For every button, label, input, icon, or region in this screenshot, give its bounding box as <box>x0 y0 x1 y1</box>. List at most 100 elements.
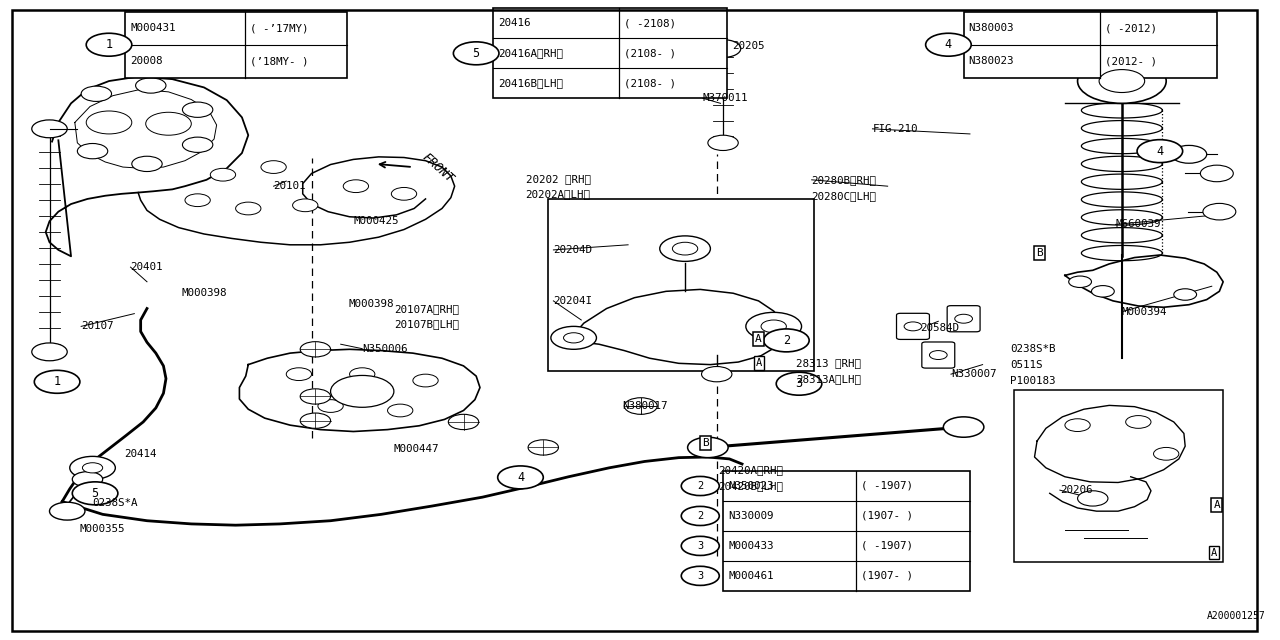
Text: 28313A〈LH〉: 28313A〈LH〉 <box>796 374 861 384</box>
FancyBboxPatch shape <box>548 199 814 371</box>
Circle shape <box>498 466 543 489</box>
Text: M000425: M000425 <box>353 216 399 226</box>
Text: FIG.210: FIG.210 <box>873 124 918 134</box>
Circle shape <box>955 314 973 323</box>
Circle shape <box>701 367 732 382</box>
Text: 0238S*B: 0238S*B <box>1010 344 1056 354</box>
FancyBboxPatch shape <box>922 342 955 368</box>
Text: M660039: M660039 <box>1116 220 1161 229</box>
Text: M000431: M000431 <box>131 23 177 33</box>
Text: 20107A〈RH〉: 20107A〈RH〉 <box>394 303 458 314</box>
FancyBboxPatch shape <box>947 306 980 332</box>
Text: 20107: 20107 <box>81 321 114 332</box>
Text: 20008: 20008 <box>131 56 163 67</box>
Circle shape <box>413 374 438 387</box>
Circle shape <box>388 404 413 417</box>
Circle shape <box>904 322 922 331</box>
Circle shape <box>929 351 947 360</box>
FancyBboxPatch shape <box>1014 390 1224 562</box>
Text: (’18MY- ): (’18MY- ) <box>250 56 308 67</box>
Circle shape <box>1171 145 1207 163</box>
Text: 3: 3 <box>795 377 803 390</box>
Text: 1: 1 <box>105 38 113 51</box>
Text: 3: 3 <box>698 541 704 551</box>
Text: N330009: N330009 <box>728 511 773 521</box>
Circle shape <box>1174 289 1197 300</box>
Circle shape <box>563 333 584 343</box>
Circle shape <box>681 476 719 495</box>
Text: 20420B〈LH〉: 20420B〈LH〉 <box>718 481 783 491</box>
FancyBboxPatch shape <box>723 471 970 591</box>
Text: M370011: M370011 <box>703 93 749 103</box>
Circle shape <box>72 472 102 487</box>
Text: ( -’17MY): ( -’17MY) <box>250 23 308 33</box>
Circle shape <box>77 143 108 159</box>
Circle shape <box>72 482 118 505</box>
Circle shape <box>1153 447 1179 460</box>
Text: 2: 2 <box>698 511 704 521</box>
Circle shape <box>681 506 719 525</box>
Circle shape <box>86 111 132 134</box>
Text: N380023: N380023 <box>969 56 1014 67</box>
Text: A: A <box>1213 500 1220 510</box>
Text: 20202A〈LH〉: 20202A〈LH〉 <box>526 189 590 200</box>
Text: ( -1907): ( -1907) <box>861 481 914 491</box>
Text: (2012- ): (2012- ) <box>1106 56 1157 67</box>
Text: 20280C〈LH〉: 20280C〈LH〉 <box>812 191 877 201</box>
Text: N330007: N330007 <box>951 369 996 379</box>
Text: 20416A〈RH〉: 20416A〈RH〉 <box>498 49 563 58</box>
Circle shape <box>86 33 132 56</box>
Circle shape <box>550 326 596 349</box>
Text: 20414: 20414 <box>124 449 156 459</box>
Text: 20204D: 20204D <box>553 245 593 255</box>
Text: 20416: 20416 <box>498 19 530 28</box>
Text: 5: 5 <box>472 47 480 60</box>
Circle shape <box>343 180 369 193</box>
Circle shape <box>1137 140 1183 163</box>
Circle shape <box>392 188 417 200</box>
Text: B: B <box>1037 248 1043 258</box>
Circle shape <box>687 437 728 458</box>
Circle shape <box>81 86 111 101</box>
Circle shape <box>625 397 657 414</box>
Text: (1907- ): (1907- ) <box>861 571 914 581</box>
Text: 20107B〈LH〉: 20107B〈LH〉 <box>394 319 458 330</box>
Circle shape <box>1125 415 1151 428</box>
Text: 3: 3 <box>698 571 704 581</box>
FancyBboxPatch shape <box>493 8 727 99</box>
Circle shape <box>1065 419 1091 431</box>
Circle shape <box>453 42 499 65</box>
Circle shape <box>1092 285 1115 297</box>
Text: 4: 4 <box>517 471 524 484</box>
Circle shape <box>301 389 330 404</box>
Circle shape <box>1100 70 1144 93</box>
Text: N350006: N350006 <box>362 344 408 354</box>
Text: M000433: M000433 <box>728 541 773 551</box>
Circle shape <box>708 135 739 150</box>
Circle shape <box>301 413 330 428</box>
Text: (2108- ): (2108- ) <box>625 49 676 58</box>
Text: A: A <box>1211 548 1217 557</box>
Circle shape <box>925 33 972 56</box>
Circle shape <box>529 440 558 455</box>
Circle shape <box>1203 204 1235 220</box>
Circle shape <box>236 202 261 215</box>
Text: A: A <box>755 358 762 369</box>
Text: 0238S*A: 0238S*A <box>92 498 138 508</box>
Text: N380003: N380003 <box>969 23 1014 33</box>
Text: M000355: M000355 <box>79 524 125 534</box>
Text: P100183: P100183 <box>1010 376 1056 385</box>
Text: 20204I: 20204I <box>553 296 593 306</box>
Text: 4: 4 <box>945 38 952 51</box>
Text: (2108- ): (2108- ) <box>625 78 676 88</box>
Text: ( -2108): ( -2108) <box>625 19 676 28</box>
Circle shape <box>1078 491 1108 506</box>
FancyBboxPatch shape <box>896 314 929 339</box>
Circle shape <box>183 102 212 117</box>
Circle shape <box>681 536 719 556</box>
Circle shape <box>69 456 115 479</box>
Circle shape <box>746 312 801 340</box>
Text: 20280B〈RH〉: 20280B〈RH〉 <box>812 175 877 185</box>
Text: 20202 〈RH〉: 20202 〈RH〉 <box>526 173 590 184</box>
Circle shape <box>681 566 719 586</box>
